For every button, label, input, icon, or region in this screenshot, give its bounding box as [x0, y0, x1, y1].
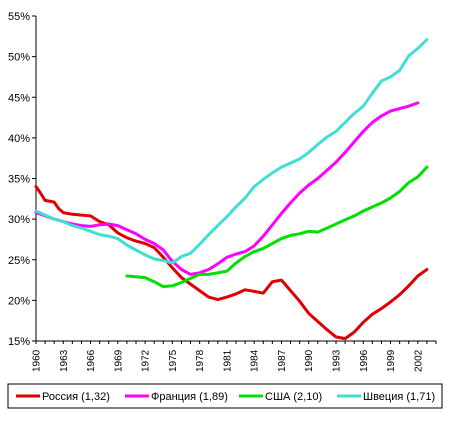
legend: Россия (1,32) Франция (1,89) США (2,10) Шве… [7, 383, 443, 409]
legend-label-1: Франция (1,89) [151, 391, 228, 403]
y-tick-label: 45% [8, 92, 30, 104]
x-tick-label: 1963 [59, 349, 70, 372]
x-tick-label: 1984 [250, 349, 261, 372]
legend-label-0: Россия (1,32) [42, 391, 110, 403]
x-tick-label: 1960 [32, 349, 43, 372]
series-line-2 [125, 165, 429, 289]
x-tick-label: 1987 [277, 349, 288, 372]
series-lines [34, 38, 429, 341]
x-tick-label: 1966 [86, 349, 97, 372]
x-tick-label: 1996 [359, 349, 370, 372]
x-tick-label: 1993 [332, 349, 343, 372]
series-line-0 [34, 185, 429, 341]
y-tick-label: 15% [8, 336, 30, 348]
x-tick-label: 1990 [304, 349, 315, 372]
legend-box [7, 383, 443, 409]
y-tick-label: 55% [8, 11, 30, 23]
legend-label-2: США (2,10) [265, 391, 322, 403]
x-tick-label: 1978 [195, 349, 206, 372]
axes: 15% 20% 25% 30% 35% 40% 45% 50% 55% 1960 1963 1966 1… [8, 11, 437, 372]
x-tick-label: 2002 [413, 349, 424, 372]
series-line-3 [34, 38, 429, 265]
y-tick-label: 40% [8, 133, 30, 145]
x-tick-label: 1999 [386, 349, 397, 372]
x-tick-label: 1969 [113, 349, 124, 372]
y-tick-label: 50% [8, 52, 30, 64]
y-tick-label: 25% [8, 255, 30, 267]
x-tick-label: 1981 [222, 349, 233, 372]
x-tick-label: 1975 [168, 349, 179, 372]
y-tick-label: 35% [8, 174, 30, 186]
x-tick-label: 1972 [141, 349, 152, 372]
y-tick-label: 30% [8, 214, 30, 226]
series-line-1 [34, 101, 420, 276]
legend-label-3: Швеция (1,71) [363, 391, 435, 403]
y-tick-label: 20% [8, 295, 30, 307]
